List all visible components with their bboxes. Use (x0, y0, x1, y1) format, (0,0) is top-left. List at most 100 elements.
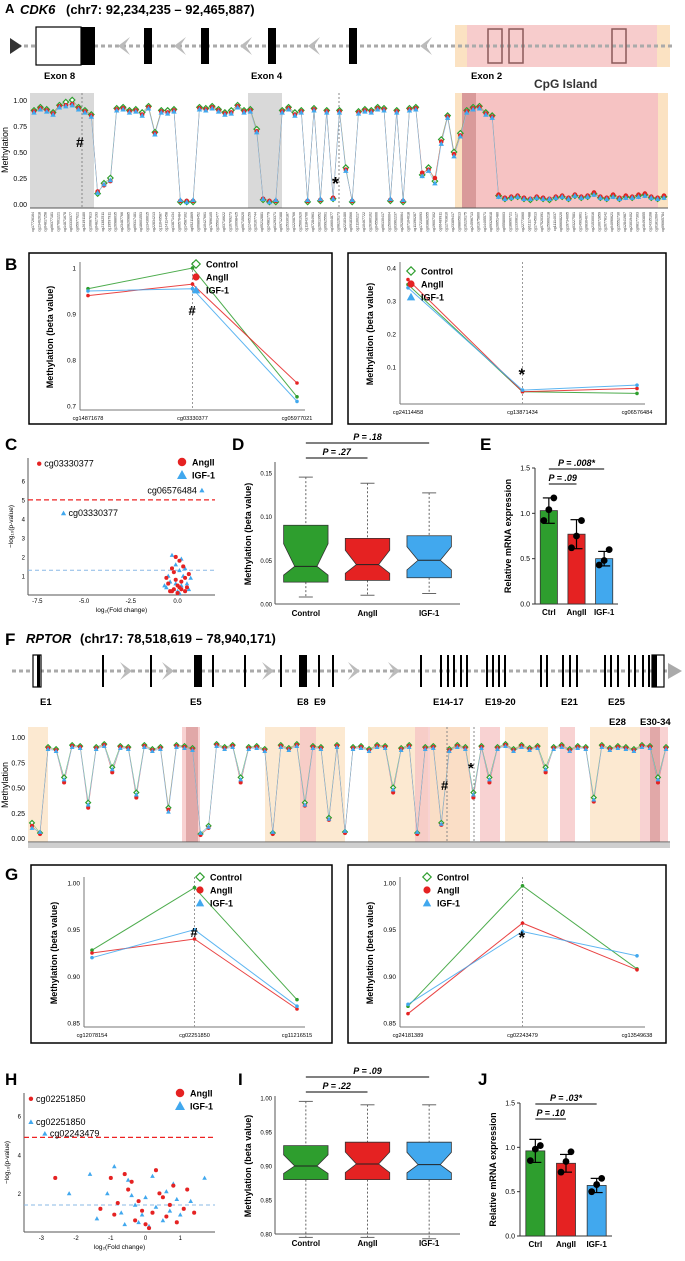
panel-f-point-angii (110, 770, 115, 775)
panel-c-xtick-label: -7.5 (32, 599, 43, 605)
panel-f-point-igf-1 (117, 745, 123, 751)
panel-b1-frame (28, 252, 333, 425)
panel-d-box-igf-1 (406, 535, 452, 579)
panel-f-ytick-label: 0.00 (11, 836, 25, 843)
rptor-exon-thin (617, 655, 619, 687)
panel-c-point-label: cg03330377 (69, 508, 119, 518)
panel-f-point-igf-1 (358, 745, 364, 751)
panel-g2-annotation: * (519, 928, 526, 947)
panel-h-point-igf-1 (111, 1164, 117, 1169)
panel-a-probe-label: cg17896105 (209, 212, 213, 232)
panel-b1-ytick-label: 0.9 (67, 312, 76, 319)
legend-label-igf-1: IGF-1 (421, 293, 444, 303)
rptor-gene-name: RPTOR (26, 631, 72, 646)
panel-h-point-igf-1 (87, 1171, 93, 1176)
panel-b2-ytick-label: 0.3 (387, 299, 396, 306)
panel-f-point-igf-1 (366, 748, 372, 754)
chevron-right-icon (162, 662, 174, 680)
panel-a-probe-label: cg26778142 (604, 212, 608, 232)
rptor-exon-thin (576, 655, 578, 687)
panel-h-y-label: −log₁₀(p-value) (4, 1141, 11, 1184)
panel-h-point-label: cg02251850 (36, 1117, 86, 1127)
panel-h-point-igf-1 (164, 1189, 169, 1194)
panel-a-point-igf-1 (419, 173, 425, 179)
panel-f-point-igf-1 (125, 746, 131, 752)
panel-a-point-igf-1 (394, 109, 400, 115)
panel-a-point-igf-1 (610, 194, 616, 199)
panel-h-volcano: 2 4 6 -3 -2 -1 0 1 log₂(Fold change) −log₁₀(p-val… (4, 1089, 215, 1251)
panel-a-point-igf-1 (44, 108, 50, 114)
legend-marker-igf-1 (422, 898, 432, 907)
panel-a-point-igf-1 (298, 109, 304, 115)
panel-a-point-igf-1 (222, 111, 228, 117)
panel-f-series (28, 740, 670, 838)
panel-f-point-igf-1 (230, 744, 236, 750)
panel-g1-ytick-label: 1.00 (67, 881, 80, 888)
panel-a-probe-label: cg08226173 (336, 212, 340, 232)
panel-a-probe-label: cg26988035 (114, 212, 118, 232)
panel-a-point-igf-1 (661, 195, 667, 200)
panel-j-replicate-point (557, 1168, 565, 1176)
panel-a-point-igf-1 (527, 196, 534, 201)
rptor-exon-thin (150, 655, 152, 687)
panel-g2-point-angii (520, 921, 525, 925)
panel-g2-ytick-label: 1.00 (383, 881, 396, 888)
panel-g2-xtick-label: cg13549638 (622, 1033, 653, 1039)
legend-label-control: Control (421, 267, 453, 277)
panel-h-ytick-label: 6 (18, 1115, 22, 1121)
panel-c-point-label: cg06576484 (147, 485, 197, 495)
panel-e-ytick-label: 1.0 (520, 511, 530, 518)
panel-a-point-igf-1 (629, 195, 635, 200)
chevron-left-icon (308, 37, 320, 55)
panel-a-point-igf-1 (514, 194, 521, 199)
panel-a-point-igf-1 (196, 106, 203, 112)
panel-h-point-angii (122, 1172, 127, 1177)
panel-a-probe-label: cg22183480 (343, 212, 347, 232)
panel-b2-point-igf-1 (520, 388, 525, 392)
panel-b2-ytick-label: 0.2 (387, 332, 396, 339)
panel-j-ytick-label: 1.0 (505, 1145, 515, 1152)
panel-j-xtick-label: IGF-1 (586, 1240, 607, 1249)
panel-a-point-igf-1 (553, 195, 559, 200)
panel-j-replicate-point (567, 1148, 575, 1156)
panel-f-point-igf-1 (342, 828, 348, 833)
panel-a-point-igf-1 (63, 103, 69, 109)
panel-h-xtick-label: -1 (108, 1236, 114, 1242)
panel-c-ytick-label: 2 (22, 555, 26, 561)
cdk6-exon-7 (144, 28, 152, 64)
panel-h-point-igf-1 (177, 1212, 183, 1217)
panel-a-probe-label: cg20651480 (496, 212, 500, 232)
panel-a-probe-label: cg08177303 (636, 212, 640, 232)
cdk6-cpg-label: CpG Island (534, 77, 597, 91)
panel-a-point-igf-1 (101, 181, 107, 187)
panel-a-point-igf-1 (260, 196, 266, 201)
panel-a-probe-label: cg06576484 (177, 212, 181, 232)
panel-f-point-igf-1 (607, 747, 613, 753)
panel-a-point-igf-1 (483, 111, 489, 117)
panel-b2-frame (347, 252, 667, 425)
panel-e-comparison-label: P = .09 (548, 473, 576, 483)
panel-a-probe-label: cg24981779 (266, 212, 270, 232)
panel-c-labelled-point (199, 487, 205, 493)
panel-f-point-igf-1 (262, 748, 268, 754)
chevron-left-icon (420, 37, 432, 55)
panel-f-point-igf-1 (639, 744, 645, 750)
panel-g1-xtick-label: cg12078154 (77, 1033, 108, 1039)
panel-f-point-igf-1 (278, 744, 284, 750)
panel-h-point-igf-1 (136, 1220, 141, 1225)
panel-f-point-angii (543, 770, 548, 775)
panel-a-point-igf-1 (546, 196, 553, 201)
panel-g1-xtick-label: cg11216515 (282, 1033, 312, 1039)
rptor-exon-thin (212, 655, 214, 687)
panel-a-probe-label: cg21160217 (356, 212, 360, 232)
panel-f-point-igf-1 (198, 830, 203, 835)
panel-i-ytick-label: 0.85 (260, 1199, 272, 1205)
panel-h-point-igf-1 (139, 1212, 145, 1217)
cdk6-exon4-label: Exon 4 (251, 71, 283, 82)
panel-a-probe-label: cg22405159 (247, 212, 251, 232)
panel-c-point-igf-1 (162, 583, 167, 588)
panel-h-labelled-point (28, 1096, 34, 1102)
panel-e-replicate-point (540, 517, 548, 524)
panel-f-point-angii (487, 780, 492, 785)
